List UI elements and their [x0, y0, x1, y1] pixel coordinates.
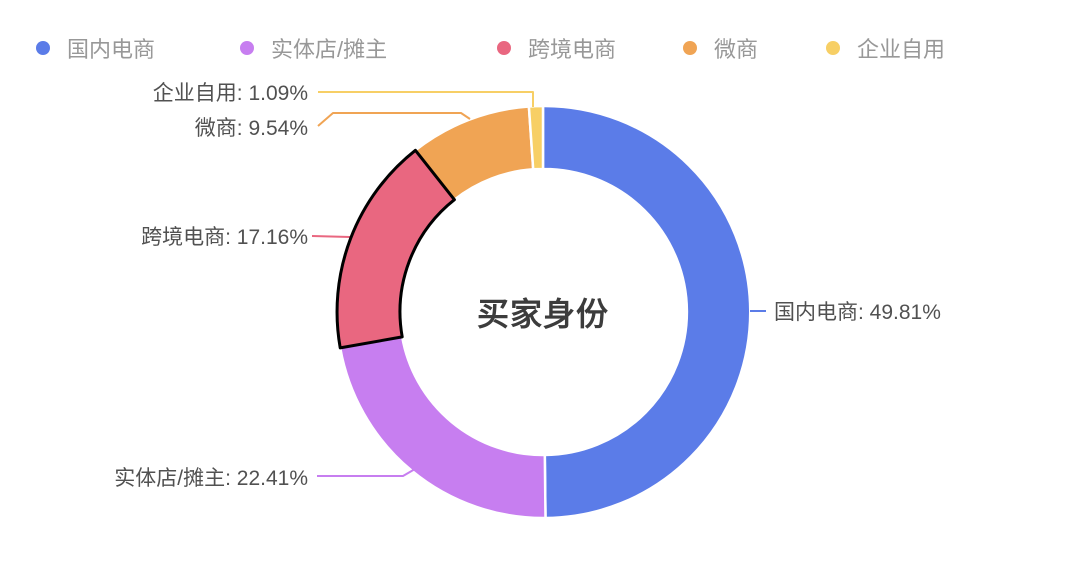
legend-dot-icon [497, 41, 511, 55]
chart-legend: 国内电商 实体店/摊主 跨境电商 微商 企业自用 [0, 0, 1086, 70]
legend-item-enterprise-use[interactable]: 企业自用 [826, 34, 945, 62]
legend-dot-icon [240, 41, 254, 55]
legend-item-domestic-ecommerce[interactable]: 国内电商 [36, 34, 155, 62]
slice-label-physical-store: 实体店/摊主: 22.41% [114, 467, 308, 490]
slice-label-domestic-ecommerce: 国内电商: 49.81% [774, 301, 941, 324]
legend-label: 国内电商 [67, 37, 156, 62]
chart-center-title: 买家身份 [476, 296, 610, 332]
legend-dot-icon [36, 41, 50, 55]
legend-dot-icon [683, 41, 697, 55]
donut-slice-0[interactable] [541, 104, 752, 520]
label-line-1 [317, 468, 416, 477]
donut-slice-1[interactable] [338, 335, 547, 520]
label-line-3 [317, 112, 471, 127]
legend-label: 企业自用 [857, 37, 946, 62]
slice-label-wechat-business: 微商: 9.54% [194, 117, 308, 140]
legend-label: 微商 [714, 37, 759, 62]
legend-label: 跨境电商 [528, 37, 617, 62]
legend-label: 实体店/摊主 [271, 37, 388, 62]
label-line-2 [311, 235, 351, 238]
slice-label-crossborder-ecommerce: 跨境电商: 17.16% [141, 226, 308, 249]
legend-dot-icon [826, 41, 840, 55]
donut-slice-2[interactable] [335, 148, 456, 350]
legend-item-crossborder-ecommerce[interactable]: 跨境电商 [497, 34, 616, 62]
legend-item-physical-store[interactable]: 实体店/摊主 [240, 34, 387, 62]
legend-item-wechat-business[interactable]: 微商 [683, 34, 758, 62]
label-line-4 [318, 91, 534, 107]
slice-label-enterprise-use: 企业自用: 1.09% [152, 82, 308, 105]
